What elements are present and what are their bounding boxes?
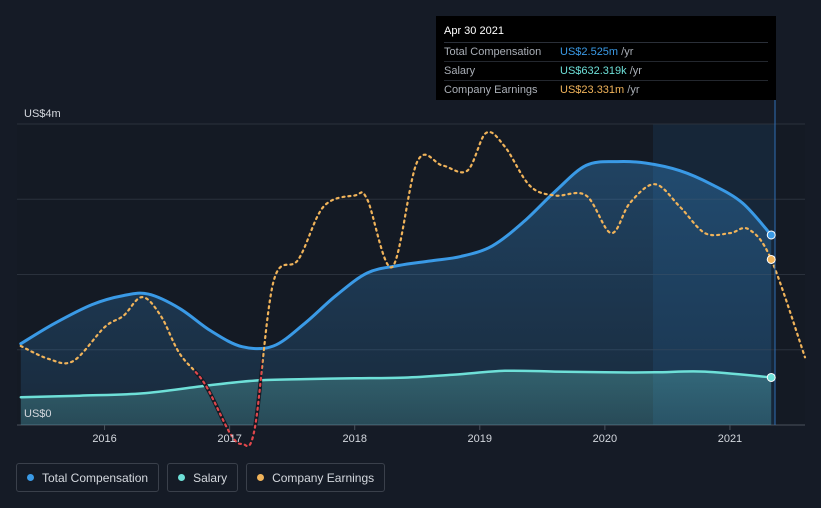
tooltip-date: Apr 30 2021 bbox=[444, 24, 768, 43]
y-tick-label-max: US$4m bbox=[24, 108, 61, 120]
legend-label: Salary bbox=[193, 470, 228, 485]
marker-total-compensation bbox=[766, 230, 776, 240]
tooltip-value: US$2.525m bbox=[560, 46, 619, 58]
marker-company-earnings bbox=[766, 254, 776, 264]
tooltip-label: Salary bbox=[444, 65, 476, 77]
x-tick-label: 2016 bbox=[92, 433, 116, 445]
y-tick-label-min: US$0 bbox=[24, 408, 52, 420]
tooltip-value: US$23.331m bbox=[560, 84, 625, 96]
tooltip-value: US$632.319k bbox=[560, 65, 627, 77]
x-tick-label: 2019 bbox=[468, 433, 492, 445]
legend-item-total-compensation[interactable]: Total Compensation bbox=[16, 463, 160, 492]
series-markers bbox=[766, 230, 776, 382]
legend-dot-icon bbox=[257, 474, 265, 481]
x-axis: 2016 2017 2018 2019 2020 2021 bbox=[92, 425, 742, 445]
marker-salary bbox=[766, 372, 776, 382]
legend-label: Total Compensation bbox=[42, 470, 149, 485]
line-total-compensation bbox=[19, 159, 773, 351]
legend-item-company-earnings[interactable]: Company Earnings bbox=[246, 463, 386, 492]
tooltip-label: Total Compensation bbox=[444, 46, 542, 58]
area-salary bbox=[20, 370, 772, 425]
legend-dot-icon bbox=[178, 474, 186, 481]
legend-label: Company Earnings bbox=[272, 470, 375, 485]
x-tick-label: 2017 bbox=[217, 433, 241, 445]
tooltip-row-company-earnings: Company Earnings US$23.331m /yr bbox=[444, 81, 768, 99]
tooltip-label: Company Earnings bbox=[444, 84, 538, 96]
series-lines bbox=[19, 130, 807, 449]
line-company-earnings bbox=[19, 130, 807, 448]
tooltip-row-total-compensation: Total Compensation US$2.525m /yr bbox=[444, 43, 768, 62]
tooltip-unit: /yr bbox=[629, 65, 642, 77]
x-tick-label: 2021 bbox=[718, 433, 742, 445]
legend: Total Compensation Salary Company Earnin… bbox=[16, 463, 386, 492]
area-total-compensation bbox=[20, 161, 772, 425]
legend-dot-icon bbox=[27, 474, 34, 481]
tooltip-unit: /yr bbox=[627, 84, 640, 96]
x-tick-label: 2020 bbox=[593, 433, 617, 445]
legend-item-salary[interactable]: Salary bbox=[167, 463, 239, 492]
tooltip-row-salary: Salary US$632.319k /yr bbox=[444, 62, 768, 81]
tooltip: Apr 30 2021 Total Compensation US$2.525m… bbox=[436, 16, 776, 100]
tooltip-unit: /yr bbox=[621, 46, 634, 58]
series-areas bbox=[20, 161, 772, 425]
line-salary bbox=[19, 369, 773, 399]
x-tick-label: 2018 bbox=[342, 433, 366, 445]
